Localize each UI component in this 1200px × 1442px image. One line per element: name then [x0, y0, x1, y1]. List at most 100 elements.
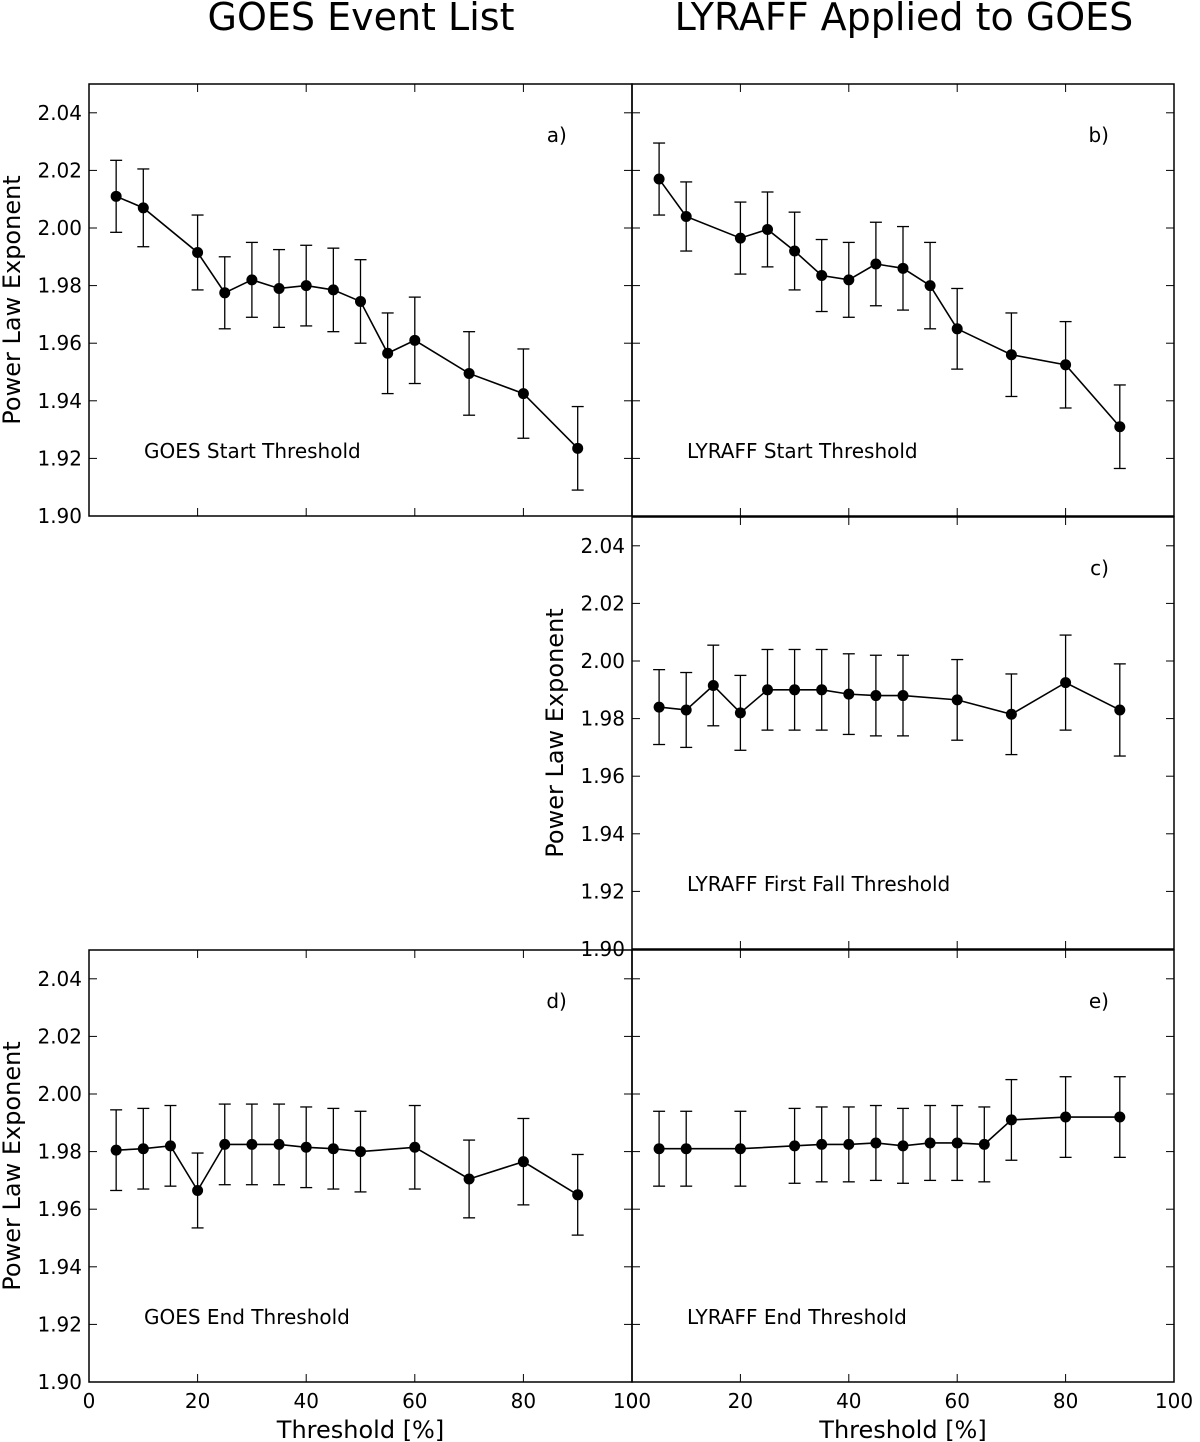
axes-frame: [631, 516, 1175, 950]
data-point: [382, 347, 394, 359]
data-point: [110, 1144, 122, 1156]
data-point: [273, 282, 285, 294]
y-tick-label: 2.04: [580, 534, 625, 558]
panel-label: e): [1089, 989, 1109, 1013]
data-point: [517, 1156, 529, 1168]
data-point: [816, 270, 828, 282]
data-point: [843, 1138, 855, 1150]
data-point: [897, 1140, 909, 1152]
data-point: [572, 1189, 584, 1201]
x-tick-label: 80: [1053, 1389, 1078, 1413]
y-tick-label: 1.92: [37, 1312, 82, 1336]
y-tick-label: 1.94: [37, 1255, 82, 1279]
axes-frame: [631, 83, 1175, 517]
data-point: [300, 280, 312, 292]
data-point: [137, 1143, 149, 1155]
x-tick-label: 40: [836, 1389, 861, 1413]
y-tick-label: 2.00: [580, 649, 625, 673]
data-point: [463, 1173, 475, 1185]
data-point: [300, 1141, 312, 1153]
data-point: [843, 688, 855, 700]
y-axis-label: Power Law Exponent: [0, 175, 26, 424]
panel-annotation: GOES Start Threshold: [144, 439, 361, 463]
y-axis-label: Power Law Exponent: [541, 608, 569, 857]
data-point: [924, 280, 936, 292]
axes-frame: [631, 949, 1175, 1383]
data-point: [246, 1138, 258, 1150]
column-title-left: GOES Event List: [208, 0, 515, 39]
data-point: [409, 334, 421, 346]
panel-e: 0 20 40 60 80 100 Threshold [%] e) LYRAFF End Th…: [626, 949, 1193, 1442]
data-point: [843, 274, 855, 286]
panel-label: c): [1090, 556, 1109, 580]
data-point: [653, 1143, 665, 1155]
y-tick-label: 1.98: [37, 274, 82, 298]
data-point: [463, 367, 475, 379]
y-tick-label: 1.96: [37, 1197, 82, 1221]
data-point: [762, 684, 773, 696]
x-tick-label: 60: [944, 1389, 969, 1413]
data-point: [653, 701, 665, 713]
y-tick-label: 1.90: [37, 504, 82, 528]
x-axis-label: Threshold [%]: [276, 1416, 444, 1442]
data-point: [192, 1184, 204, 1196]
data-point: [734, 707, 746, 719]
panel-b: b) LYRAFF Start Threshold: [631, 83, 1175, 517]
y-tick-label: 1.94: [37, 389, 82, 413]
panel-c: 1.90 1.92 1.94 1.96 1.98 2.00 2.02 2.04 Power La…: [541, 516, 1175, 961]
y-tick-label: 2.02: [580, 591, 625, 615]
y-tick-label: 2.00: [37, 1082, 82, 1106]
data-point: [355, 1146, 366, 1158]
y-tick-label: 1.92: [580, 879, 625, 903]
data-point: [327, 1143, 339, 1155]
data-point: [653, 173, 665, 185]
data-point: [219, 287, 231, 299]
data-point: [789, 1140, 801, 1152]
data-point: [1060, 1111, 1072, 1123]
data-point: [680, 210, 692, 222]
data-point: [1005, 1114, 1017, 1126]
data-point: [327, 284, 339, 296]
column-title-right: LYRAFF Applied to GOES: [675, 0, 1134, 39]
panel-label: d): [546, 989, 567, 1013]
data-point: [355, 295, 366, 307]
data-point: [734, 1143, 746, 1155]
data-point: [246, 274, 258, 286]
data-point: [572, 442, 584, 454]
data-point: [734, 232, 746, 244]
data-point: [1114, 1111, 1126, 1123]
x-tick-label: 80: [511, 1389, 536, 1413]
y-tick-label: 2.00: [37, 216, 82, 240]
data-point: [816, 684, 828, 696]
x-tick-label: 60: [402, 1389, 427, 1413]
x-tick-label: 100: [1155, 1389, 1193, 1413]
panels: 1.90 1.92 1.94 1.96 1.98 2.00 2.02 2.04 Power La…: [0, 83, 1193, 1442]
data-point: [273, 1138, 285, 1150]
data-point: [409, 1141, 421, 1153]
panel-label: a): [547, 123, 567, 147]
y-tick-label: 2.04: [37, 101, 82, 125]
data-point: [137, 202, 149, 214]
panel-annotation: LYRAFF End Threshold: [687, 1305, 907, 1329]
data-point: [951, 323, 963, 335]
data-point: [924, 1137, 936, 1149]
data-point: [219, 1138, 231, 1150]
x-tick-label: 20: [728, 1389, 753, 1413]
data-point: [951, 1137, 963, 1149]
x-axis-label: Threshold [%]: [818, 1416, 986, 1442]
y-tick-label: 1.96: [37, 331, 82, 355]
data-point: [870, 690, 882, 702]
data-point: [110, 190, 122, 202]
x-tick-label: 100: [613, 1389, 651, 1413]
data-point: [789, 684, 801, 696]
data-point: [897, 690, 909, 702]
y-tick-label: 1.94: [580, 822, 625, 846]
y-tick-label: 1.90: [580, 937, 625, 961]
data-point: [164, 1140, 176, 1152]
y-tick-label: 1.92: [37, 446, 82, 470]
data-point: [897, 262, 909, 274]
data-point: [789, 245, 801, 257]
panel-annotation: LYRAFF First Fall Threshold: [687, 872, 950, 896]
series-line: [116, 1143, 579, 1196]
